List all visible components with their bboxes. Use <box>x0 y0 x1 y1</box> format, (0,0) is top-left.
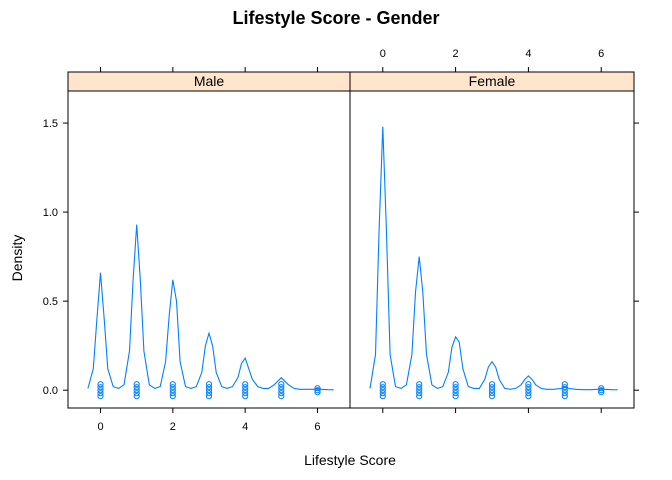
y-tick-label: 1.0 <box>43 207 58 219</box>
data-point <box>525 390 532 397</box>
x-tick-label: 0 <box>97 421 103 433</box>
data-point <box>205 387 213 394</box>
data-point <box>561 390 568 397</box>
x-tick-label: 4 <box>242 421 248 433</box>
data-point <box>561 381 568 388</box>
data-point <box>416 387 423 394</box>
data-point <box>561 393 568 400</box>
data-point <box>525 384 532 391</box>
panel-male: Male 0 2 4 6 0.0 0.5 1.0 1.5 <box>43 67 351 433</box>
x-tick-label: 4 <box>525 48 531 60</box>
data-point <box>242 384 249 391</box>
data-point <box>242 381 249 388</box>
x-axis-label: Lifestyle Score <box>304 452 396 468</box>
data-point <box>416 381 423 388</box>
x-tick-label: 6 <box>598 48 604 60</box>
data-point <box>452 393 459 400</box>
data-point <box>169 387 176 394</box>
data-point <box>598 387 605 394</box>
data-point <box>169 384 176 391</box>
x-tick-label: 2 <box>453 48 459 60</box>
data-point <box>452 390 459 397</box>
data-point <box>205 393 213 400</box>
data-point <box>169 393 176 400</box>
data-point <box>314 389 321 396</box>
data-point <box>452 384 459 391</box>
data-point <box>416 390 423 397</box>
data-point <box>452 387 459 394</box>
data-point <box>97 384 104 391</box>
data-point <box>242 393 249 400</box>
data-point <box>488 393 496 400</box>
data-point <box>525 381 532 388</box>
x-tick-label: 6 <box>314 421 320 433</box>
data-point <box>416 384 423 391</box>
data-point <box>242 387 249 394</box>
data-point <box>97 390 104 397</box>
y-tick-label: 0.5 <box>43 296 58 308</box>
data-point <box>205 381 213 388</box>
data-point <box>97 381 104 388</box>
strip-label: Female <box>469 73 516 89</box>
data-point <box>97 393 104 400</box>
data-point <box>416 393 423 400</box>
data-point <box>133 381 140 388</box>
y-tick-label: 1.5 <box>43 118 58 130</box>
data-point <box>133 387 140 394</box>
data-point <box>133 390 140 397</box>
data-point <box>242 390 249 397</box>
x-tick-label: 2 <box>170 421 176 433</box>
panels-layer: Male 0 2 4 6 0.0 0.5 1.0 1.5 Female 0 2 4 6 <box>43 48 639 433</box>
y-axis-label: Density <box>9 235 25 282</box>
data-point <box>488 384 496 391</box>
strip-label: Male <box>194 73 225 89</box>
data-point <box>169 381 176 388</box>
data-point <box>278 390 285 397</box>
data-point <box>278 387 285 394</box>
data-point <box>379 381 386 388</box>
data-point <box>205 384 213 391</box>
data-point <box>598 385 605 392</box>
data-point <box>169 390 176 397</box>
data-point <box>561 384 568 391</box>
data-point <box>525 387 532 394</box>
data-point <box>278 393 285 400</box>
data-point <box>488 390 496 397</box>
y-tick-label: 0.0 <box>43 385 58 397</box>
panel-border <box>349 90 635 409</box>
data-point <box>525 393 532 400</box>
density-line-male <box>87 224 334 391</box>
data-point <box>379 384 386 391</box>
data-point <box>488 387 496 394</box>
data-point <box>452 381 459 388</box>
density-line-female <box>369 126 618 391</box>
data-point <box>278 381 285 388</box>
data-point <box>133 384 140 391</box>
data-point <box>379 387 386 394</box>
data-point <box>314 387 321 394</box>
data-point <box>205 390 213 397</box>
data-point <box>97 387 104 394</box>
panel-female: Female 0 2 4 6 <box>349 48 639 413</box>
data-point <box>314 385 321 392</box>
data-point <box>598 389 605 396</box>
data-point <box>379 390 386 397</box>
data-point <box>278 384 285 391</box>
data-point <box>561 387 568 394</box>
data-point <box>133 393 140 400</box>
x-tick-label: 0 <box>380 48 386 60</box>
panel-border <box>67 90 351 409</box>
chart-title: Lifestyle Score - Gender <box>232 8 439 28</box>
data-point <box>488 381 496 388</box>
data-point <box>379 393 386 400</box>
